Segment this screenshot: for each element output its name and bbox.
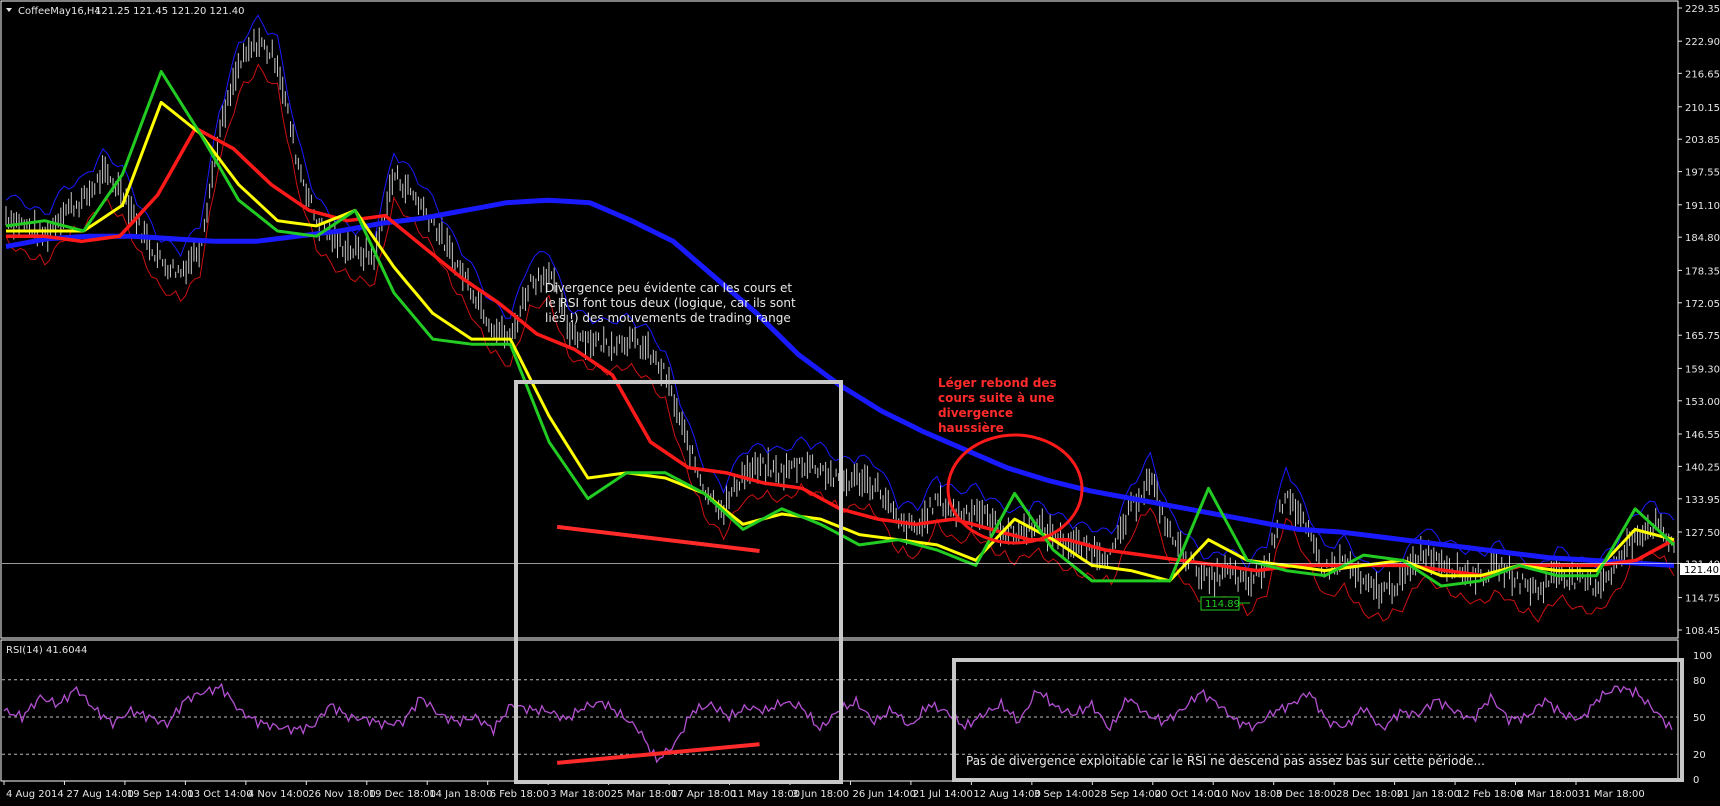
- x-axis-label: 21 Jan 18:00: [1397, 789, 1460, 800]
- x-axis-label: 4 Aug 2014: [6, 789, 64, 800]
- y-axis-label: 203.85: [1685, 135, 1720, 146]
- y-axis-label: 216.65: [1685, 69, 1720, 80]
- x-axis-label: 19 Dec 18:00: [369, 789, 436, 800]
- y-axis-label: 127.50: [1685, 528, 1720, 539]
- rsi-line: [3, 682, 1673, 764]
- x-axis-label: 11 May 18:00: [732, 789, 801, 800]
- x-axis-label: 13 Oct 14:00: [187, 789, 252, 800]
- y-axis-label: 114.75: [1685, 594, 1720, 605]
- y-axis-label: 178.35: [1685, 266, 1720, 277]
- min-price-label: 114.89: [1205, 599, 1240, 610]
- price-bars: [5, 27, 1675, 609]
- last-price-label: 121.40: [1684, 565, 1719, 576]
- chart-symbol: CoffeeMay16,H4: [18, 6, 101, 17]
- x-axis-label: 3 Jun 18:00: [792, 789, 849, 800]
- rsi-y-axis-label: 50: [1693, 713, 1706, 724]
- x-axis-label: 3 Dec 18:00: [1276, 789, 1337, 800]
- last-price-label-box: [1680, 563, 1720, 575]
- y-axis-label: 210.15: [1685, 103, 1720, 114]
- y-axis-label: 153.00: [1685, 397, 1720, 408]
- divergence-note-line-3: liés !) des mouvements de trading range: [545, 311, 791, 325]
- y-axis-label: 197.55: [1685, 168, 1720, 179]
- x-axis-label: 12 Feb 18:00: [1457, 789, 1523, 800]
- x-axis-label: 28 Sep 14:00: [1094, 789, 1161, 800]
- x-axis-label: 31 Mar 18:00: [1578, 789, 1645, 800]
- rsi-note: Pas de divergence exploitable car le RSI…: [966, 754, 1485, 768]
- rsi-y-axis-label: 80: [1693, 676, 1706, 687]
- rsi-trendline: [556, 742, 760, 765]
- x-axis-label: 10 Nov 18:00: [1215, 789, 1282, 800]
- y-axis-label: 172.05: [1685, 299, 1720, 310]
- rsi-header: RSI(14) 41.6044: [6, 645, 87, 656]
- x-axis-label: 21 Jul 14:00: [913, 789, 973, 800]
- divergence-note-line-2: le RSI font tous deux (logique, car ils …: [545, 296, 796, 310]
- dropdown-arrow-icon[interactable]: [6, 8, 12, 12]
- x-axis-label: 4 Nov 14:00: [248, 789, 309, 800]
- y-axis-label: 108.45: [1685, 626, 1720, 637]
- axes: 229.35 222.90 216.65 210.15 203.85 197.55 191.…: [3, 4, 1720, 800]
- x-axis-label: 28 Dec 18:00: [1336, 789, 1403, 800]
- divergence-box: [514, 380, 843, 784]
- rsi-panel: [2, 679, 1678, 765]
- rebound-note-line-4: haussière: [938, 421, 1004, 435]
- y-axis-label: 184.80: [1685, 233, 1720, 244]
- y-axis-label: 165.75: [1685, 331, 1720, 342]
- x-axis-label: 3 Mar 18:00: [550, 789, 610, 800]
- rebound-note-line-1: Léger rebond des: [938, 376, 1057, 390]
- rebound-circle: [946, 433, 1084, 545]
- x-axis-label: 26 Jun 14:00: [852, 789, 916, 800]
- rsi-y-axis-label: 100: [1693, 651, 1712, 662]
- y-axis-label: 133.95: [1685, 495, 1720, 506]
- y-axis-label: 229.35: [1685, 4, 1720, 15]
- chart-ohlc: 121.25 121.45 121.20 121.40: [95, 6, 245, 17]
- rsi-y-axis-label: 0: [1693, 775, 1699, 786]
- x-axis-label: 27 Aug 14:00: [66, 789, 133, 800]
- rebound-note-line-2: cours suite à une: [938, 391, 1055, 405]
- x-axis-label: 17 Apr 18:00: [671, 789, 736, 800]
- price-trendline: [556, 524, 760, 554]
- divergence-note-line-1: Divergence peu évidente car les cours et: [545, 281, 792, 295]
- rsi-y-axis-label: 20: [1693, 750, 1706, 761]
- y-axis-label: 191.10: [1685, 201, 1720, 212]
- x-axis-label: 14 Jan 18:00: [429, 789, 492, 800]
- y-axis-label: 159.30: [1685, 364, 1720, 375]
- x-axis-label: 6 Feb 18:00: [490, 789, 549, 800]
- x-axis-label: 20 Oct 14:00: [1155, 789, 1220, 800]
- x-axis-label: 25 Mar 18:00: [611, 789, 678, 800]
- x-axis-label: 26 Nov 18:00: [308, 789, 375, 800]
- y-axis-label: 222.90: [1685, 37, 1720, 48]
- x-axis-label: 8 Mar 18:00: [1518, 789, 1578, 800]
- x-axis-label: 12 Aug 14:00: [973, 789, 1040, 800]
- rsi-no-divergence-box: [952, 658, 1684, 782]
- y-axis-label: 146.55: [1685, 430, 1720, 441]
- y-axis-label: 140.25: [1685, 462, 1720, 473]
- x-axis-label: 19 Sep 14:00: [127, 789, 194, 800]
- rebound-note-line-3: divergence: [938, 406, 1013, 420]
- x-axis-label: 3 Sep 14:00: [1034, 789, 1094, 800]
